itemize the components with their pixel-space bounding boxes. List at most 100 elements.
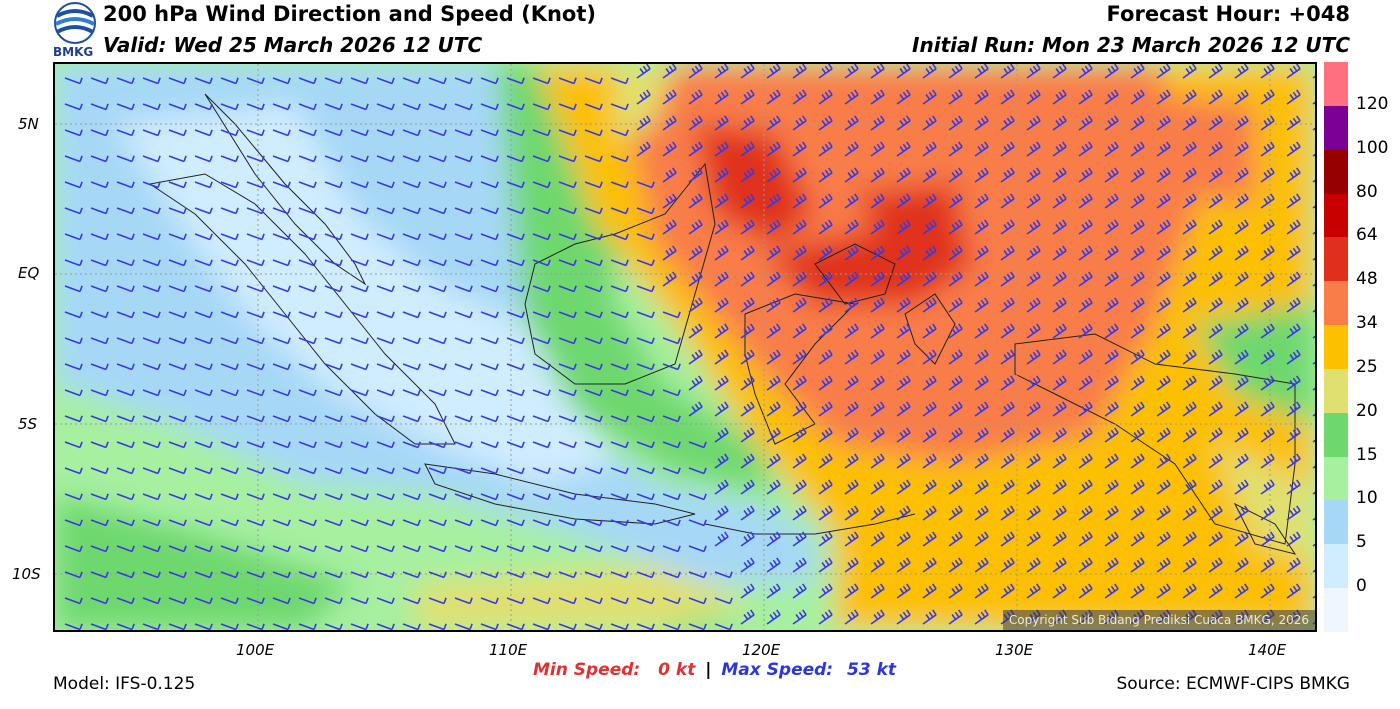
wind-barb-flag [876, 403, 882, 410]
wind-barb-flag [131, 597, 135, 604]
wind-barb-flag [443, 493, 447, 500]
wind-barb-flag [651, 285, 655, 292]
wind-barb-flag [769, 172, 775, 178]
wind-barb-flag [902, 65, 908, 72]
wind-barb-flag [873, 172, 879, 178]
wind-barb-flag [743, 562, 749, 568]
wind-barb [90, 129, 107, 137]
wind-barb [194, 467, 211, 475]
wind-barb-flag [821, 328, 827, 334]
wind-barb-flag [1266, 273, 1272, 280]
wind-barb [246, 155, 263, 163]
wind-barb-flag [691, 250, 697, 256]
wind-barb [194, 155, 211, 163]
wind-barb-flag [776, 193, 781, 200]
wind-barb-flag [821, 536, 827, 542]
wind-barb-flag [1188, 325, 1194, 332]
wind-barb-flag [183, 467, 187, 474]
wind-barb-flag [1136, 377, 1142, 384]
wind-barb [402, 103, 419, 111]
wind-barb-flag [1214, 585, 1220, 592]
wind-barb [506, 467, 523, 475]
wind-barb-flag [932, 375, 937, 382]
wind-barb [662, 597, 679, 605]
wind-barb [610, 207, 627, 215]
wind-barb-flag [1292, 117, 1298, 124]
wind-barb-flag [157, 337, 161, 344]
wind-barb-flag [854, 479, 859, 486]
wind-barb-flag [977, 380, 983, 386]
wind-barb-flag [1240, 559, 1246, 566]
wind-barb-flag [1211, 276, 1217, 282]
wind-barb [532, 493, 549, 501]
wind-barb-flag [1185, 302, 1191, 308]
wind-barb [168, 519, 185, 527]
wind-barb [324, 571, 341, 579]
wind-barb-flag [1107, 68, 1113, 74]
wind-barb-flag [1107, 536, 1113, 542]
wind-barb-flag [1110, 351, 1116, 358]
wind-barb-flag [1058, 299, 1064, 306]
wind-barb-flag [925, 146, 931, 152]
wind-barb-flag [209, 285, 213, 292]
wind-barb-flag [1237, 380, 1243, 386]
wind-barb-flag [873, 536, 879, 542]
wind-barb-flag [1185, 250, 1191, 256]
wind-barb [636, 571, 653, 579]
wind-barb-flag [795, 94, 801, 100]
wind-barb-flag [984, 141, 989, 148]
wind-barb-flag [1114, 427, 1119, 434]
wind-barb-flag [1166, 167, 1171, 174]
wind-barb [298, 623, 315, 630]
wind-barb-flag [261, 207, 265, 214]
wind-barb-flag [625, 467, 629, 474]
wind-barb [90, 259, 107, 267]
wind-barb [428, 129, 445, 137]
wind-barb [350, 311, 367, 319]
wind-barb-flag [235, 207, 239, 214]
wind-barb-flag [880, 401, 885, 408]
wind-barb-flag [1136, 195, 1142, 202]
wind-barb-flag [1010, 505, 1015, 512]
wind-barb [350, 597, 367, 605]
wind-barb-flag [980, 611, 986, 618]
wind-barb-flag [746, 351, 752, 358]
wind-barb-flag [850, 403, 856, 410]
wind-barb-flag [1084, 247, 1090, 254]
wind-barb [584, 493, 601, 501]
wind-barb-flag [105, 285, 109, 292]
wind-barb-flag [1270, 323, 1275, 330]
wind-barb-flag [1292, 481, 1298, 488]
wind-barb-flag [235, 233, 239, 240]
wind-barb [168, 337, 185, 345]
wind-barb-flag [1292, 403, 1298, 410]
wind-barb-flag [873, 510, 879, 516]
wind-barb-flag [958, 167, 963, 174]
wind-barb-flag [235, 597, 239, 604]
wind-barb-flag [547, 389, 551, 396]
wind-barb-flag [672, 141, 677, 148]
wind-barb-flag [717, 250, 723, 256]
wind-barb [116, 571, 133, 579]
wind-barb-flag [899, 94, 905, 100]
wind-barb [454, 337, 471, 345]
wind-barb-flag [1192, 219, 1197, 226]
wind-barb-flag [599, 623, 603, 630]
wind-barb-flag [1088, 271, 1093, 278]
lon-label-130e: 130E [995, 641, 1034, 659]
wind-barb-flag [313, 285, 317, 292]
wind-barb-flag [1289, 536, 1295, 542]
wind-barb-flag [743, 458, 749, 464]
wind-barb-flag [880, 427, 885, 434]
wind-barb-flag [724, 401, 729, 408]
wind-barb-flag [899, 562, 905, 568]
wind-barb-flag [1010, 479, 1015, 486]
wind-barb-flag [876, 507, 882, 514]
wind-barb-flag [876, 481, 882, 488]
wind-barb-flag [954, 91, 960, 98]
wind-barb-flag [157, 155, 161, 162]
wind-barb-flag [209, 337, 213, 344]
wind-barb-flag [313, 363, 317, 370]
wind-barb-flag [209, 597, 213, 604]
wind-barb-flag [209, 103, 213, 110]
